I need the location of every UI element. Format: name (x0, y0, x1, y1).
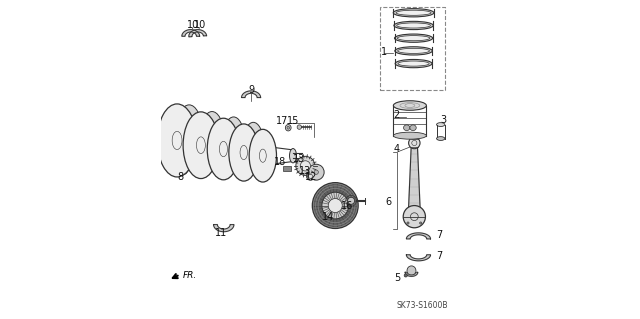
Ellipse shape (395, 47, 432, 55)
Ellipse shape (297, 125, 301, 129)
Polygon shape (405, 272, 418, 276)
Text: 4: 4 (394, 144, 400, 154)
Text: 5: 5 (394, 273, 401, 283)
Ellipse shape (177, 105, 201, 151)
Text: 9: 9 (248, 85, 254, 95)
Polygon shape (406, 255, 431, 261)
Ellipse shape (307, 172, 314, 180)
Text: 18: 18 (273, 157, 286, 167)
Ellipse shape (436, 137, 445, 140)
Ellipse shape (407, 266, 416, 275)
Ellipse shape (408, 137, 420, 149)
Text: 2: 2 (394, 110, 400, 120)
Ellipse shape (396, 10, 431, 15)
Bar (380, 7, 445, 90)
Polygon shape (408, 148, 420, 207)
Ellipse shape (420, 222, 422, 224)
Text: SK73-S1600B: SK73-S1600B (396, 301, 448, 310)
Ellipse shape (308, 164, 324, 180)
Ellipse shape (287, 126, 289, 129)
Ellipse shape (289, 149, 296, 163)
Ellipse shape (397, 48, 429, 53)
Ellipse shape (223, 117, 244, 156)
Text: 1: 1 (380, 47, 387, 57)
Ellipse shape (308, 174, 312, 178)
Ellipse shape (201, 112, 223, 153)
Ellipse shape (300, 161, 310, 171)
Ellipse shape (312, 183, 358, 228)
Ellipse shape (244, 122, 263, 159)
Ellipse shape (249, 129, 276, 182)
Text: 17: 17 (276, 116, 288, 126)
Ellipse shape (328, 198, 342, 212)
Text: 16: 16 (341, 201, 353, 211)
Ellipse shape (183, 112, 219, 179)
Polygon shape (406, 233, 431, 239)
Ellipse shape (157, 104, 196, 177)
Ellipse shape (322, 192, 349, 219)
Ellipse shape (398, 61, 429, 66)
Text: 14: 14 (321, 212, 333, 222)
Ellipse shape (403, 205, 426, 228)
Bar (152, 132, 157, 148)
Ellipse shape (397, 36, 430, 41)
Text: 13: 13 (293, 154, 305, 165)
Text: 13: 13 (299, 166, 311, 176)
Ellipse shape (397, 23, 431, 28)
Ellipse shape (285, 124, 291, 131)
Polygon shape (241, 91, 260, 98)
Text: 6: 6 (385, 197, 391, 207)
Ellipse shape (296, 156, 315, 175)
Text: 15: 15 (287, 116, 299, 126)
Ellipse shape (394, 34, 433, 42)
Text: 12: 12 (305, 172, 317, 182)
Text: 10: 10 (194, 20, 206, 31)
Ellipse shape (229, 124, 259, 181)
Ellipse shape (394, 132, 426, 139)
Text: 8: 8 (177, 172, 183, 182)
Ellipse shape (410, 125, 416, 130)
Text: 3: 3 (441, 115, 447, 125)
Text: 7: 7 (436, 230, 442, 240)
Ellipse shape (393, 9, 434, 17)
Text: 11: 11 (215, 227, 227, 238)
Polygon shape (214, 225, 234, 232)
Bar (282, 166, 291, 171)
Ellipse shape (395, 59, 432, 68)
Ellipse shape (314, 170, 318, 174)
Ellipse shape (152, 139, 156, 142)
Ellipse shape (404, 125, 410, 130)
Ellipse shape (404, 274, 407, 277)
Ellipse shape (394, 21, 433, 30)
Polygon shape (189, 30, 207, 37)
Ellipse shape (207, 118, 239, 180)
Polygon shape (182, 30, 200, 36)
Text: FR.: FR. (183, 271, 197, 280)
Ellipse shape (348, 197, 355, 204)
Text: 7: 7 (436, 251, 442, 261)
Ellipse shape (394, 101, 426, 110)
Ellipse shape (407, 222, 409, 224)
Ellipse shape (155, 130, 160, 152)
Ellipse shape (436, 123, 445, 126)
Text: 10: 10 (187, 20, 199, 31)
